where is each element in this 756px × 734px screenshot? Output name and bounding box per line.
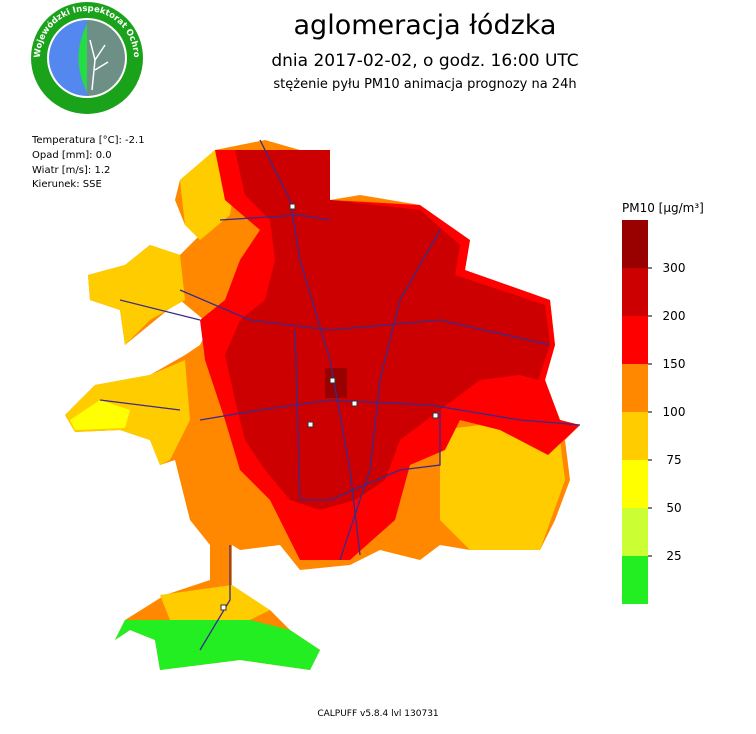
weather-line: Opad [mm]: 0.0 bbox=[32, 150, 112, 161]
legend-swatch bbox=[622, 316, 648, 364]
map-zone bbox=[440, 420, 565, 550]
weather-line: Wiatr [m/s]: 1.2 bbox=[32, 165, 110, 176]
map-zone bbox=[88, 245, 185, 345]
legend-tick-label: 75 bbox=[666, 453, 681, 467]
station bbox=[432, 412, 439, 419]
legend-swatch bbox=[622, 460, 648, 508]
road bbox=[199, 399, 581, 426]
legend-tick-label: 200 bbox=[663, 309, 686, 323]
subtitle: dnia 2017-02-02, o godz. 16:00 UTC bbox=[271, 51, 578, 71]
footer: CALPUFF v5.8.4 lvl 130731 bbox=[317, 709, 438, 719]
map-zone bbox=[225, 150, 550, 510]
weather-line: Kierunek: SSE bbox=[32, 179, 102, 190]
road bbox=[179, 289, 551, 346]
map-zone bbox=[70, 400, 130, 430]
road bbox=[259, 139, 361, 556]
legend-swatch bbox=[622, 364, 648, 412]
legend-swatch bbox=[622, 556, 648, 604]
map-zone bbox=[325, 368, 347, 398]
legend-swatch bbox=[622, 508, 648, 556]
legend-tick-label: 50 bbox=[666, 501, 681, 515]
legend-swatch bbox=[622, 220, 648, 268]
legend-tick-label: 25 bbox=[666, 549, 681, 563]
station bbox=[351, 400, 358, 407]
road bbox=[99, 299, 231, 651]
road bbox=[339, 229, 441, 561]
legend-swatch bbox=[622, 412, 648, 460]
road bbox=[219, 214, 441, 501]
station bbox=[329, 377, 336, 384]
station bbox=[220, 604, 227, 611]
legend: PM10 [µg/m³] 25 50 75 100 150 200 300 bbox=[622, 201, 704, 604]
legend-title: PM10 [µg/m³] bbox=[622, 201, 704, 215]
map-zone bbox=[115, 620, 320, 670]
weather-line: Temperatura [°C]: -2.1 bbox=[31, 135, 145, 146]
description: stężenie pyłu PM10 animacja prognozy na … bbox=[273, 77, 576, 92]
legend-tick-label: 300 bbox=[663, 261, 686, 275]
title: aglomeracja łódzka bbox=[294, 10, 557, 41]
legend-tick-label: 150 bbox=[663, 357, 686, 371]
legend-swatch bbox=[622, 268, 648, 316]
legend-tick-label: 100 bbox=[663, 405, 686, 419]
station bbox=[289, 203, 296, 210]
map-zone bbox=[160, 585, 270, 620]
map bbox=[65, 139, 581, 670]
station bbox=[307, 421, 314, 428]
weather: Temperatura [°C]: -2.1 Opad [mm]: 0.0 Wi… bbox=[31, 135, 145, 190]
